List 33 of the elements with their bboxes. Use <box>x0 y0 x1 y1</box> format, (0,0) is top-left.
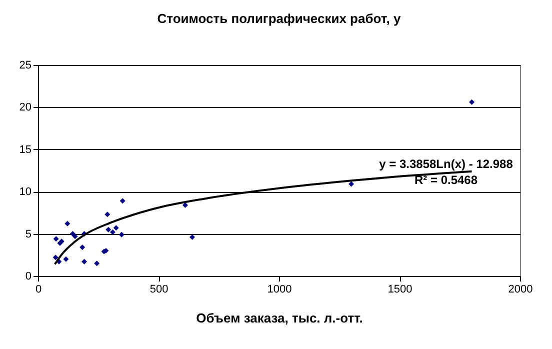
point <box>63 256 69 262</box>
y-tick-label: 5 <box>25 228 32 240</box>
point <box>52 254 58 260</box>
point <box>120 198 126 204</box>
annotation: y = 3.3858Ln(x) - 12.988 <box>379 157 514 171</box>
y-tick-label: 10 <box>19 186 32 198</box>
y-tick-label: 0 <box>25 270 32 282</box>
y-tick-label: 20 <box>19 102 32 114</box>
point <box>118 232 124 238</box>
point <box>190 234 195 240</box>
y-tick-label: 15 <box>19 144 32 156</box>
point <box>72 234 78 240</box>
x-tick-label: 1000 <box>267 284 292 296</box>
point <box>70 231 76 237</box>
point <box>82 258 88 264</box>
x-tick-label: 1500 <box>388 284 412 296</box>
y-tick-label: 25 <box>19 60 32 72</box>
x-tick-label: 2000 <box>508 284 533 296</box>
annotation: R² = 0.5468 <box>414 173 478 187</box>
chart-title: Стоимость полиграфических работ, у <box>157 11 402 26</box>
point <box>64 220 70 226</box>
point <box>104 212 110 218</box>
point <box>469 99 475 105</box>
point <box>110 229 116 235</box>
point <box>80 244 86 250</box>
x-tick-label: 500 <box>150 284 168 296</box>
x-axis-title: Объем заказа, тыс. л.-отт. <box>196 310 363 326</box>
x-tick-label: 0 <box>35 284 42 296</box>
point <box>94 260 100 266</box>
point <box>106 226 112 232</box>
point <box>348 181 354 187</box>
point <box>113 225 119 231</box>
point <box>53 236 59 242</box>
